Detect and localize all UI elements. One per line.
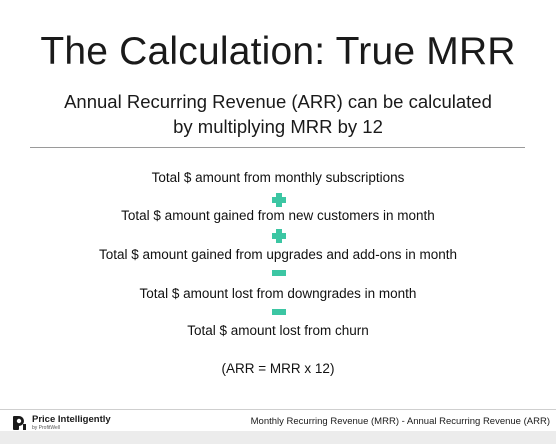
formula-term-monthly-subscriptions: Total $ amount from monthly subscription… [151, 170, 405, 185]
subtitle-line-1: Annual Recurring Revenue (ARR) can be ca… [64, 91, 492, 112]
footer-divider [0, 409, 556, 410]
slide-subtitle: Annual Recurring Revenue (ARR) can be ca… [0, 89, 556, 139]
slide-footer: Price Intelligently by ProfitWell Monthl… [0, 404, 556, 444]
minus-icon [272, 266, 286, 280]
plus-icon [272, 193, 286, 207]
formula-term-downgrades: Total $ amount lost from downgrades in m… [139, 286, 417, 301]
plus-icon [272, 229, 286, 243]
arr-equation: (ARR = MRR x 12) [221, 361, 335, 376]
brand-name: Price Intelligently [32, 414, 111, 425]
footer-bottom-band [0, 431, 556, 444]
title-divider [30, 147, 525, 148]
formula-term-new-customers: Total $ amount gained from new customers… [121, 208, 435, 223]
footer-caption: Monthly Recurring Revenue (MRR) - Annual… [250, 416, 550, 427]
formula-term-churn: Total $ amount lost from churn [187, 323, 369, 338]
minus-icon [272, 305, 286, 319]
subtitle-line-2: by multiplying MRR by 12 [173, 116, 383, 137]
brand-sub: by ProfitWell [32, 425, 60, 431]
formula-term-upgrades: Total $ amount gained from upgrades and … [99, 247, 457, 262]
logo-mark-icon [13, 416, 26, 430]
slide-title: The Calculation: True MRR [40, 30, 516, 73]
